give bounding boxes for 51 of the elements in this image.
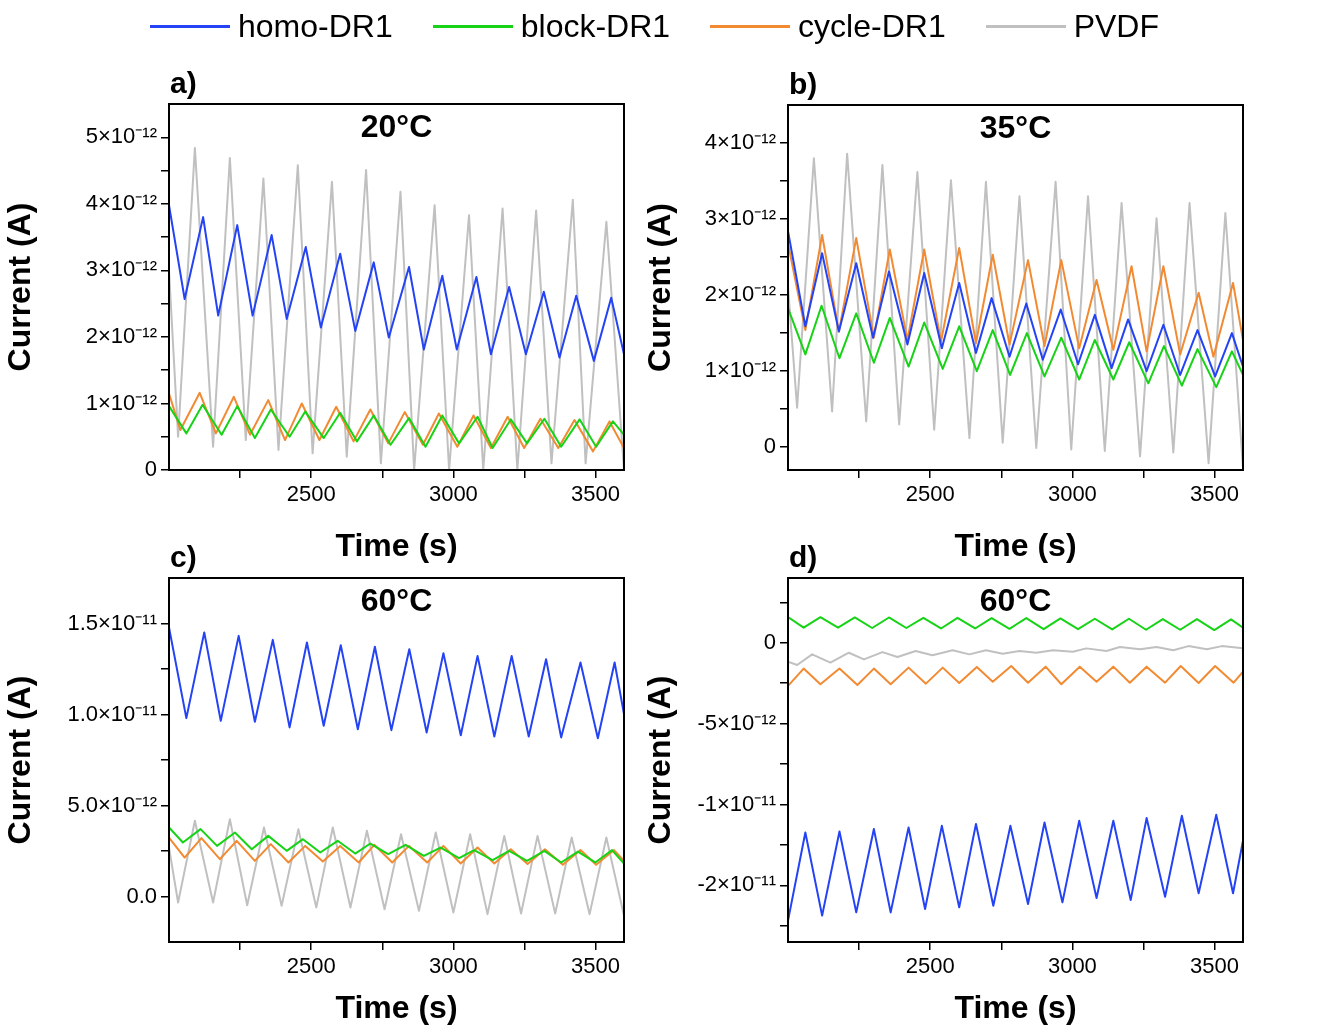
text: b) [789, 67, 818, 101]
text: c) [170, 540, 197, 574]
y-tick-label: -2×10⁻¹¹ [697, 871, 776, 897]
chart-title: 60°C [360, 581, 433, 618]
x-tick-label: 3500 [571, 481, 621, 507]
y-axis-title: Current (A) [1, 202, 38, 372]
x-tick-label: 3000 [428, 481, 478, 507]
x-tick-label: 2500 [286, 481, 336, 507]
y-tick-label: 0.0 [126, 882, 157, 908]
x-axis-title: Time (s) [954, 988, 1077, 1025]
x-axis-title: Time (s) [954, 526, 1077, 563]
chart-title: 60°C [979, 581, 1052, 618]
y-tick-label: 3×10⁻¹² [85, 256, 157, 282]
legend-label: PVDF [1073, 8, 1160, 45]
x-tick-label: 2500 [905, 953, 955, 979]
x-tick-label: 2500 [905, 481, 955, 507]
y-tick-label: 3×10⁻¹² [704, 205, 776, 231]
y-axis-title: Current (A) [641, 203, 678, 372]
y-tick-label: 1×10⁻¹² [85, 389, 157, 415]
y-tick-label: 1×10⁻¹² [704, 357, 776, 383]
x-tick-label: 3500 [571, 953, 621, 979]
y-tick-label: 1.5×10⁻¹¹ [67, 609, 157, 635]
legend-label: cycle-DR1 [798, 8, 946, 45]
x-axis-title: Time (s) [335, 988, 458, 1025]
x-tick-label: 3000 [1047, 953, 1097, 979]
x-axis-title: Time (s) [335, 526, 458, 563]
x-tick-label: 3000 [1047, 481, 1097, 507]
text: d) [789, 540, 818, 574]
x-tick-label: 3500 [1190, 481, 1240, 507]
y-tick-label: -1×10⁻¹¹ [697, 790, 776, 816]
y-tick-label: 2×10⁻¹² [85, 322, 157, 348]
text: a) [170, 66, 197, 100]
y-tick-label: 1.0×10⁻¹¹ [67, 700, 157, 726]
chart-title: 20°C [360, 107, 433, 144]
y-tick-label: 0 [144, 456, 157, 482]
y-tick-label: 5×10⁻¹² [85, 123, 157, 149]
x-tick-label: 3500 [1190, 953, 1240, 979]
y-tick-label: 5.0×10⁻¹² [67, 791, 157, 817]
x-tick-label: 3000 [428, 953, 478, 979]
y-tick-label: 4×10⁻¹² [704, 129, 776, 155]
legend-label: block-DR1 [520, 8, 671, 45]
chart-title: 35°C [979, 108, 1052, 145]
y-tick-label: 0 [763, 628, 776, 654]
legend-label: homo-DR1 [238, 8, 393, 45]
x-tick-label: 2500 [286, 953, 336, 979]
y-tick-label: 0 [763, 433, 776, 459]
y-tick-label: 2×10⁻¹² [704, 281, 776, 307]
y-tick-label: 4×10⁻¹² [85, 189, 157, 215]
y-tick-label: -5×10⁻¹² [697, 709, 776, 735]
y-axis-title: Current (A) [1, 675, 38, 845]
y-axis-title: Current (A) [641, 675, 678, 845]
